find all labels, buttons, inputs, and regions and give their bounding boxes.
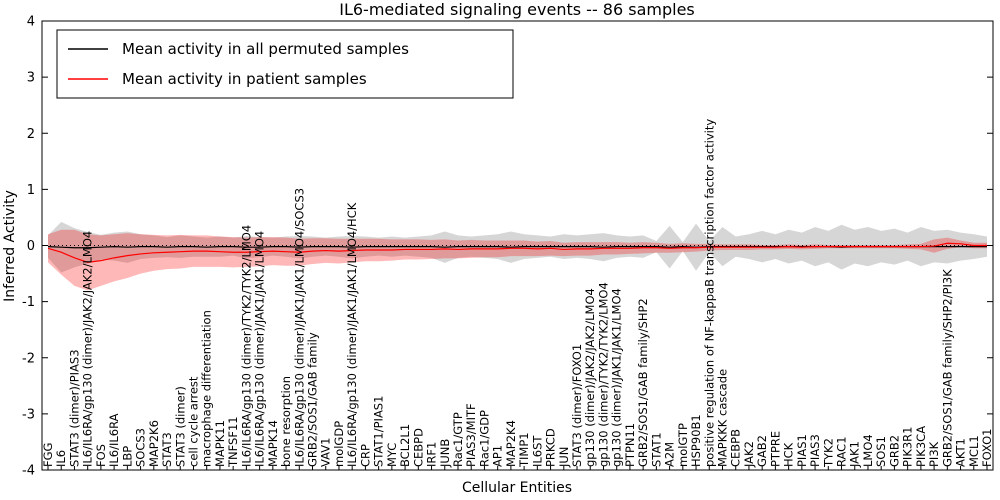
legend: Mean activity in all permuted samples Me…: [56, 29, 514, 99]
x-tick-label: molGDP: [332, 421, 346, 467]
x-tick-label: IL6/IL6RA/gp130 (dimer)/JAK1/JAK1/LMO4/S…: [292, 188, 306, 467]
y-tick-label: -2: [22, 351, 35, 366]
x-tick-label: STAT3 (dimer): [173, 386, 187, 467]
x-tick-label: GRB2/SOS1/GAB family: [306, 332, 320, 467]
legend-label-patient: Mean activity in patient samples: [122, 70, 367, 88]
x-tick-label: RAC1: [835, 436, 849, 467]
y-tick-label: 2: [27, 127, 35, 142]
x-tick-label: GRB2: [887, 435, 901, 467]
plot-frame: [41, 20, 994, 471]
x-tick-label: MAP2K6: [147, 420, 161, 467]
x-tick-label: MCL1: [967, 435, 981, 467]
x-tick-label: CRP: [358, 444, 372, 467]
x-tick-label: BCL2L1: [398, 424, 412, 467]
x-tick-label: AP1: [491, 445, 505, 467]
x-tick-label: STAT1/PIAS1: [372, 396, 386, 467]
x-tick-label: GRB2/SOS1/GAB family/SHP2/PI3K: [940, 269, 954, 467]
y-tick-label: -1: [22, 295, 35, 310]
x-tick-label: SOS1: [874, 436, 888, 467]
y-axis-label: Inferred Activity: [2, 190, 18, 302]
x-tick-label: STAT3 (dimer)/FOXO1: [570, 344, 584, 467]
x-tick-label: gp130 (dimer)/JAK1/JAK1/LMO4: [610, 288, 624, 467]
chart-title: IL6-mediated signaling events -- 86 samp…: [339, 0, 695, 19]
x-tick-label: MAP2K4: [504, 420, 518, 467]
x-tick-label: PIAS3/MITF: [464, 403, 478, 467]
x-tick-label: JAK1: [848, 441, 862, 468]
x-tick-label: HCK: [782, 442, 796, 467]
x-tick-label: PI3K: [927, 441, 941, 467]
x-tick-label: IRF1: [425, 442, 439, 467]
x-tick-label: Rac1/GTP: [451, 412, 465, 467]
x-tick-label: PRKCD: [544, 428, 558, 467]
x-tick-label: PTPN11: [623, 423, 637, 467]
x-tick-label: VAV1: [319, 438, 333, 467]
x-tick-label: LMO4: [861, 434, 875, 467]
x-tick-label: STAT3 (dimer)/PIAS3: [67, 349, 81, 467]
x-tick-label: PIK3R1: [901, 427, 915, 468]
x-tick-label: JUN: [557, 447, 571, 468]
x-tick-label: IL6ST: [530, 435, 544, 467]
x-tick-label: LBP: [120, 446, 134, 467]
y-tick-label: 1: [27, 183, 35, 198]
x-tick-labels: FGG IL6 STAT3 (dimer)/PIAS3 IL6/IL6RA/gp130…: [41, 119, 994, 468]
patient-mean-line: [47, 242, 987, 263]
x-tick-label: A2M: [663, 442, 677, 467]
x-tick-label: bone resorption: [279, 376, 293, 467]
x-tick-label: PIAS1: [795, 434, 809, 467]
x-tick-label: positive regulation of NF-kappaB transcr…: [702, 119, 716, 467]
x-tick-label: GAB2: [755, 435, 769, 467]
x-tick-label: MAPK11: [213, 420, 227, 467]
x-tick-label: TYK2: [821, 438, 835, 468]
x-tick-label: CEBPD: [411, 428, 425, 467]
legend-entry-permuted: Mean activity in all permuted samples: [68, 40, 409, 58]
x-tick-label: FGG: [41, 443, 55, 467]
x-tick-label: MAPK14: [266, 420, 280, 467]
x-axis-label: Cellular Entities: [462, 480, 572, 496]
y-tick-label: -3: [22, 407, 35, 422]
x-tick-label: macrophage differentiation: [200, 310, 214, 467]
x-tick-label: gp130 (dimer)/JAK2/JAK2/LMO4: [583, 288, 597, 467]
x-tick-label: STAT1: [649, 432, 663, 467]
x-tick-label: cell cycle arrest: [186, 376, 200, 467]
x-tick-label: IL6/IL6RA: [107, 413, 121, 467]
legend-label-permuted: Mean activity in all permuted samples: [122, 40, 409, 58]
x-tick-label: molGTP: [676, 423, 690, 467]
x-tick-label: MAPKKK cascade: [715, 369, 729, 467]
mean-activity-lines: [47, 242, 987, 263]
x-tick-label: JUNB: [438, 439, 452, 468]
x-tick-label: IL6: [54, 450, 68, 467]
x-tick-label: IL6/IL6RA/gp130 (dimer)/JAK2/JAK2/LMO4: [81, 231, 95, 467]
y-tick-label: 3: [27, 71, 35, 86]
x-tick-label: IL6/IL6RA/gp130 (dimer)/TYK2/TYK2/LMO4: [239, 225, 253, 467]
x-tick-label: gp130 (dimer)/TYK2/TYK2/LMO4: [596, 282, 610, 467]
x-tick-label: JAK2: [742, 441, 756, 468]
y-tick-labels: -4 -3 -2 -1 0 1 2 3 4: [22, 15, 35, 479]
x-tick-label: Rac1/GDP: [477, 410, 491, 467]
x-tick-label: FOS: [94, 444, 108, 467]
legend-entry-patient: Mean activity in patient samples: [68, 70, 367, 88]
x-tick-label: MYC: [385, 443, 399, 467]
y-tick-label: -4: [22, 464, 35, 479]
y-tick-label: 0: [27, 239, 35, 254]
x-tick-label: PIK3CA: [914, 426, 928, 467]
y-tick-label: 4: [27, 15, 35, 30]
x-tick-label: TNFSF11: [226, 416, 240, 468]
legend-box: [56, 29, 514, 99]
x-tick-label: IL6/IL6RA/gp130 (dimer)/JAK1/JAK1/LMO4/H…: [345, 202, 359, 467]
patient-band: [48, 229, 987, 291]
x-tick-label: TIMP1: [517, 432, 531, 468]
x-tick-label: FOXO1: [980, 429, 994, 467]
x-tick-label: PIAS3: [808, 434, 822, 467]
x-tick-label: GRB2/SOS1/GAB family/SHP2: [636, 298, 650, 467]
x-tick-label: CEBPB: [729, 429, 743, 467]
x-tick-label: AKT1: [954, 438, 968, 467]
x-tick-label: SOCS3: [134, 428, 148, 467]
x-tick-label: IL6/IL6RA/gp130 (dimer)/JAK1/JAK1/LMO4: [253, 231, 267, 467]
x-tick-label: STAT3: [160, 432, 174, 467]
x-tick-label: HSP90B1: [689, 414, 703, 467]
x-tick-label: PTPRE: [768, 431, 782, 467]
